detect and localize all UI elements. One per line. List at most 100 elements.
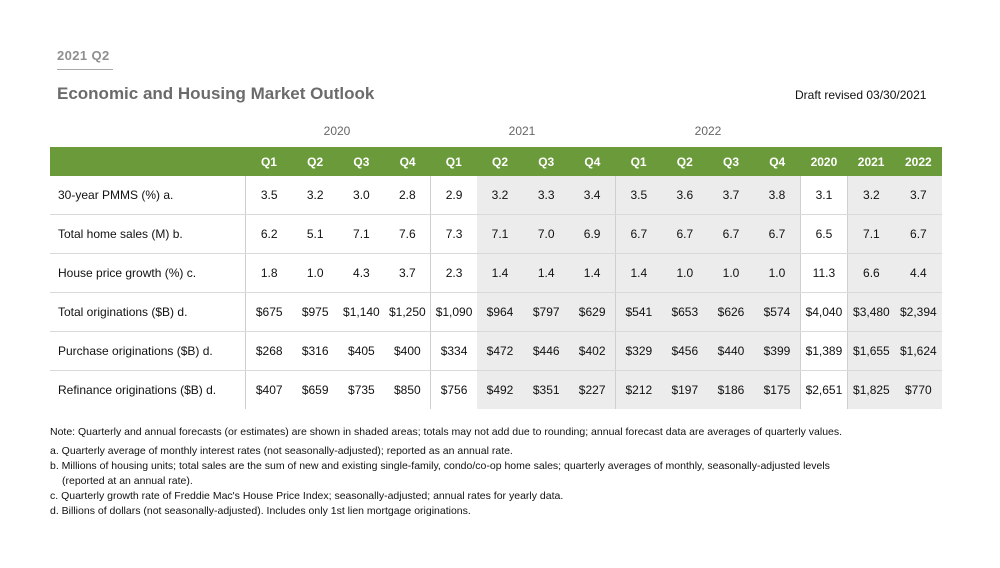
year-group-labels: 2020 2021 2022 xyxy=(0,124,1000,140)
table-cell: $756 xyxy=(430,370,477,409)
table-cell: 3.5 xyxy=(245,176,293,215)
table-cell: 7.6 xyxy=(384,214,431,254)
table-cell: $850 xyxy=(393,383,421,397)
table-cell: 3.0 xyxy=(338,176,385,215)
table-cell: 3.3 xyxy=(523,176,570,215)
table-cell: $4,040 xyxy=(799,292,848,332)
footnote-b: b. Millions of housing units; total sale… xyxy=(50,460,830,472)
header-row: Q1 Q2 Q3 Q4 Q1 Q2 Q3 Q4 Q1 Q2 Q3 Q4 2020… xyxy=(50,147,942,176)
table-cell: 3.4 xyxy=(569,176,616,215)
outlook-table: Q1 Q2 Q3 Q4 Q1 Q2 Q3 Q4 Q1 Q2 Q3 Q4 2020… xyxy=(50,147,942,409)
table-row: House price growth (%) c. 1.8 1.0 4.3 3.7 2.3… xyxy=(50,253,942,293)
column-header: Q2 xyxy=(476,147,524,176)
table-cell: 1.4 xyxy=(476,253,524,293)
table-cell: 3.2 xyxy=(292,176,339,215)
table-cell: $399 xyxy=(754,331,801,371)
table-cell: $1,090 xyxy=(430,292,477,332)
column-header: Q3 xyxy=(707,147,755,176)
table-cell: $659 xyxy=(301,383,329,397)
table-cell: $653 xyxy=(661,292,708,332)
footnote-b-continued: (reported at an annual rate). xyxy=(62,475,193,487)
table-cell: 3.1 xyxy=(799,176,848,215)
table-cell: 6.7 xyxy=(707,214,755,254)
column-header: Q2 xyxy=(292,147,339,176)
table-cell: $1,624 xyxy=(894,331,942,371)
table-cell: 1.0 xyxy=(707,253,755,293)
table-body: 30-year PMMS (%) a. 3.5 3.2 3.0 2.8 2.9 3.2 3.3… xyxy=(50,176,942,409)
header-blank xyxy=(50,147,246,176)
table-cell: $3,480 xyxy=(847,292,895,332)
table-cell: $1,655 xyxy=(847,331,895,371)
table-cell: 2.8 xyxy=(384,176,431,215)
table-cell: 4.3 xyxy=(338,253,385,293)
column-header: Q2 xyxy=(661,147,708,176)
table-cell: $735 xyxy=(348,383,375,397)
table-cell: 3.8 xyxy=(754,176,801,215)
table-cell: $456 xyxy=(661,331,708,371)
table-cell: $400 xyxy=(384,331,431,371)
table-cell: 3.7 xyxy=(894,176,942,215)
table-row: Total originations ($B) d. $675 $975 $1,140… xyxy=(50,292,942,332)
table-cell: 6.7 xyxy=(754,214,801,254)
table-cell: 6.2 xyxy=(245,214,293,254)
table-cell: $574 xyxy=(754,292,801,332)
table-cell: 6.6 xyxy=(847,253,895,293)
table-cell: 3.2 xyxy=(847,176,895,215)
footnote-a: a. Quarterly average of monthly interest… xyxy=(50,445,513,457)
table-cell: 7.1 xyxy=(847,214,895,254)
table-cell: $770 xyxy=(894,370,942,409)
table-cell: 7.1 xyxy=(338,214,385,254)
column-header: Q3 xyxy=(338,147,385,176)
table-cell: 3.5 xyxy=(614,176,662,215)
table-cell: 2.9 xyxy=(430,176,477,215)
year-label-2020: 2020 xyxy=(323,124,351,138)
footnotes: Note: Quarterly and annual forecasts (or… xyxy=(50,425,950,519)
row-label: 30-year PMMS (%) a. xyxy=(50,176,246,215)
table-cell: $446 xyxy=(523,331,570,371)
report-period-label: 2021 Q2 xyxy=(57,48,110,63)
table-cell: 5.1 xyxy=(292,214,339,254)
table-cell: $1,825 xyxy=(847,370,895,409)
column-header: Q4 xyxy=(384,147,431,176)
table-cell: 1.4 xyxy=(523,253,570,293)
column-header: Q1 xyxy=(430,147,477,176)
table-cell: 3.6 xyxy=(661,176,708,215)
table-cell: 1.0 xyxy=(661,253,708,293)
table-cell: $797 xyxy=(523,292,570,332)
footnote-c: c. Quarterly growth rate of Freddie Mac'… xyxy=(50,490,564,502)
table-cell: $1,389 xyxy=(799,331,848,371)
table-cell: $175 xyxy=(754,370,801,409)
footnote-main: Note: Quarterly and annual forecasts (or… xyxy=(50,426,843,438)
year-label-2021: 2021 xyxy=(508,124,536,138)
year-label-2022: 2022 xyxy=(694,124,722,138)
table-cell: 3.7 xyxy=(707,176,755,215)
table-cell: $2,394 xyxy=(894,292,942,332)
table-cell: 1.8 xyxy=(245,253,293,293)
column-header: Q1 xyxy=(245,147,293,176)
table-cell: $212 xyxy=(614,370,662,409)
column-header: Q4 xyxy=(569,147,616,176)
footnote-d: d. Billions of dollars (not seasonally-a… xyxy=(50,505,471,517)
table-row: Refinance originations ($B) d. $407 $659 $7… xyxy=(50,370,942,409)
table-cell: 3.2 xyxy=(476,176,524,215)
row-label: Refinance originations ($B) d. xyxy=(58,383,217,397)
table-cell: $334 xyxy=(430,331,477,371)
table-cell: $2,651 xyxy=(799,370,848,409)
table-cell: $329 xyxy=(614,331,662,371)
table-cell: $1,140 xyxy=(338,292,385,332)
table-cell: 1.4 xyxy=(569,253,616,293)
column-header: Q4 xyxy=(754,147,801,176)
column-header: 2022 xyxy=(894,147,942,176)
table-cell: $440 xyxy=(707,331,755,371)
table-cell: $268 xyxy=(245,331,293,371)
table-cell: 4.4 xyxy=(894,253,942,293)
table-cell: 6.5 xyxy=(799,214,848,254)
table-cell: $964 xyxy=(476,292,524,332)
table-cell: 6.9 xyxy=(569,214,616,254)
table-cell: 7.0 xyxy=(523,214,570,254)
table-cell: $197 xyxy=(661,370,708,409)
row-label: House price growth (%) c. xyxy=(50,253,246,293)
table-cell: $541 xyxy=(614,292,662,332)
table-cell: $316 xyxy=(292,331,339,371)
column-header: 2021 xyxy=(847,147,895,176)
